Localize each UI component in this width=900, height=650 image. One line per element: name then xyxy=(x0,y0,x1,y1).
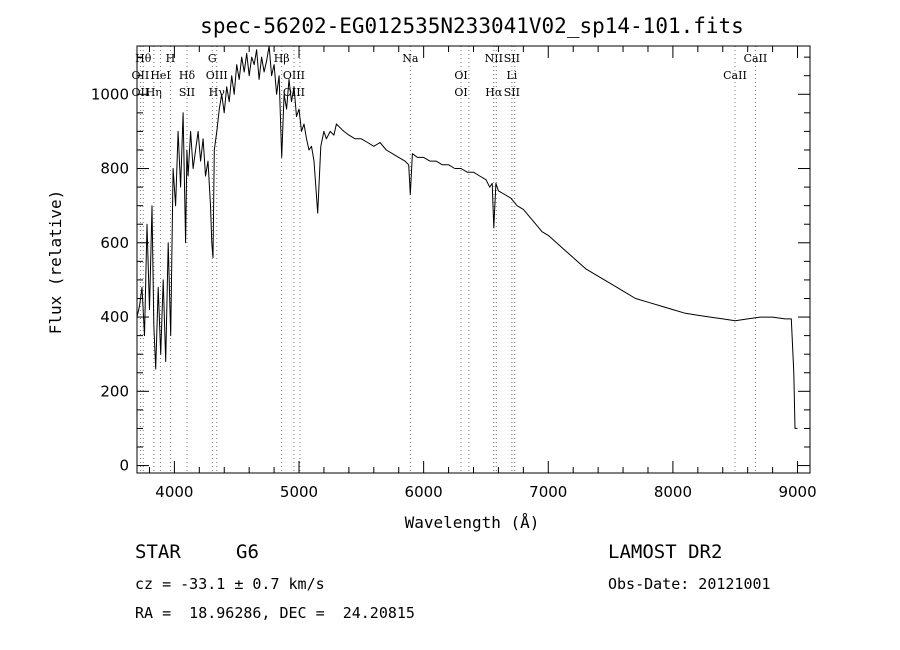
line-marker-label: OI xyxy=(454,86,467,99)
line-marker-label: SII xyxy=(504,52,520,65)
obs-date: Obs-Date: 20121001 xyxy=(608,575,771,593)
line-marker-label: OI xyxy=(454,69,467,82)
x-tick-label: 5000 xyxy=(280,483,318,501)
x-tick-label: 6000 xyxy=(405,483,443,501)
line-marker-label: G xyxy=(208,52,217,65)
x-tick-label: 8000 xyxy=(654,483,692,501)
line-marker-label: OIII xyxy=(206,69,228,82)
redshift-text: cz = -33.1 ± 0.7 km/s xyxy=(135,575,325,593)
y-axis-label: Flux (relative) xyxy=(46,190,65,335)
line-marker-label: H xyxy=(166,52,176,65)
y-tick-label: 400 xyxy=(100,308,129,326)
line-marker-label: HeI xyxy=(150,69,170,82)
y-tick-label: 0 xyxy=(119,457,129,475)
x-tick-label: 9000 xyxy=(778,483,816,501)
x-axis-ticks: 4000 5000 6000 7000 8000 9000 xyxy=(148,46,817,501)
line-marker-label: SII xyxy=(504,86,520,99)
line-marker-label: Hθ xyxy=(135,52,152,65)
line-marker-label: NII xyxy=(485,52,503,65)
line-marker-label: OIII xyxy=(283,69,305,82)
x-tick-label: 4000 xyxy=(155,483,193,501)
line-marker-label: Na xyxy=(402,52,419,65)
object-subclass: G6 xyxy=(236,541,259,563)
object-class: STAR xyxy=(135,541,181,563)
spectrum-series xyxy=(136,45,798,429)
survey-name: LAMOST DR2 xyxy=(608,541,723,563)
spectrum-line xyxy=(136,45,798,429)
line-marker-label: Hα xyxy=(485,86,503,99)
x-axis-label: Wavelength (Å) xyxy=(405,513,540,532)
line-marker-label: Hγ xyxy=(209,86,226,99)
line-marker-label: CaII xyxy=(744,52,768,65)
line-marker-label: OII xyxy=(132,86,150,99)
line-marker-label: SII xyxy=(179,86,195,99)
y-tick-label: 200 xyxy=(100,382,129,400)
plot-frame xyxy=(136,45,811,474)
coordinates: RA = 18.96286, DEC = 24.20815 xyxy=(135,604,415,622)
y-tick-label: 1000 xyxy=(91,85,129,103)
line-marker-label: CaII xyxy=(723,69,747,82)
x-tick-label: 7000 xyxy=(529,483,567,501)
spectral-line-markers: OIIOIIHθHηHeIHHδSIIGOIIIHγHβOIIIOIIINaOI… xyxy=(132,46,768,473)
chart-title: spec-56202-EG012535N233041V02_sp14-101.f… xyxy=(200,14,744,38)
y-tick-label: 600 xyxy=(100,234,129,252)
y-axis-ticks: 0 200 400 600 800 1000 xyxy=(91,56,810,475)
line-marker-label: Hδ xyxy=(179,69,196,82)
y-tick-label: 800 xyxy=(100,160,129,178)
line-marker-label: Li xyxy=(506,69,517,82)
line-marker-label: Hη xyxy=(146,86,162,99)
line-marker-label: Hβ xyxy=(274,52,290,65)
